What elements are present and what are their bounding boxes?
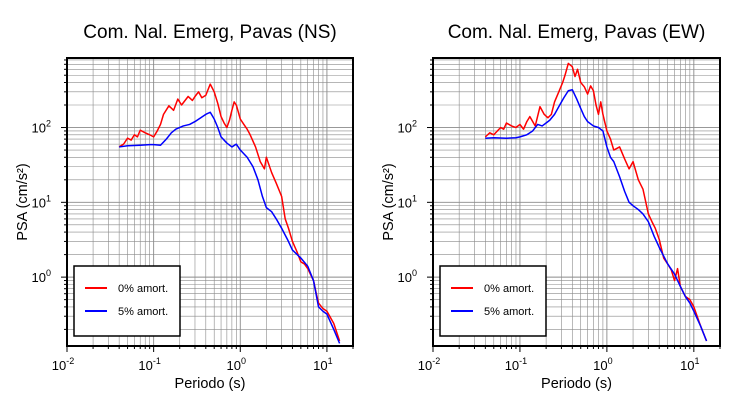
y-axis: 100 101 102 xyxy=(32,59,67,330)
legend-label: 0% amort. xyxy=(118,283,168,295)
legend: 0% amort. 5% amort. xyxy=(439,265,547,337)
y-tick-label: 101 xyxy=(32,193,51,210)
x-axis-label: Periodo (s) xyxy=(175,376,246,392)
legend-box xyxy=(73,265,181,337)
x-axis: 10-2 10-1 100 101 xyxy=(418,346,721,373)
grid xyxy=(66,58,354,346)
chart-title: Com. Nal. Emerg, Pavas (NS) xyxy=(83,22,336,43)
legend-label: 5% amort. xyxy=(118,306,168,318)
series-line-blue xyxy=(485,88,708,342)
y-tick-label: 102 xyxy=(398,119,417,136)
y-tick-label: 100 xyxy=(32,268,51,285)
legend: 0% amort. 5% amort. xyxy=(73,265,181,337)
legend-label: 5% amort. xyxy=(484,306,534,318)
y-axis: 100 101 102 xyxy=(398,59,433,330)
x-tick-label: 10-2 xyxy=(52,356,74,373)
y-axis-label: PSA (cm/s²) xyxy=(381,163,397,240)
chart-title: Com. Nal. Emerg, Pavas (EW) xyxy=(448,22,706,43)
x-tick-label: 101 xyxy=(313,356,332,373)
x-tick-label: 100 xyxy=(227,356,246,373)
x-tick-label: 10-1 xyxy=(138,356,160,373)
series-line-blue xyxy=(119,111,341,344)
y-tick-label: 101 xyxy=(398,193,417,210)
y-tick-label: 100 xyxy=(398,268,417,285)
x-axis: 10-2 10-1 100 101 xyxy=(52,346,354,373)
chart-panel-ns: 10-2 10-1 100 101 100 101 102 Com. Nal. Emerg, … xyxy=(15,22,354,392)
legend-box xyxy=(439,265,547,337)
legend-label: 0% amort. xyxy=(484,283,534,295)
series-group xyxy=(484,62,708,342)
y-tick-label: 102 xyxy=(32,119,51,136)
x-tick-label: 10-1 xyxy=(505,356,527,373)
chart-panel-ew: 10-2 10-1 100 101 100 101 102 Com. Nal. Emerg, … xyxy=(381,22,721,392)
x-axis-label: Periodo (s) xyxy=(541,376,612,392)
x-tick-label: 100 xyxy=(593,356,612,373)
y-axis-label: PSA (cm/s²) xyxy=(15,163,31,240)
x-tick-label: 101 xyxy=(680,356,699,373)
series-group xyxy=(118,83,341,344)
x-tick-label: 10-2 xyxy=(418,356,440,373)
